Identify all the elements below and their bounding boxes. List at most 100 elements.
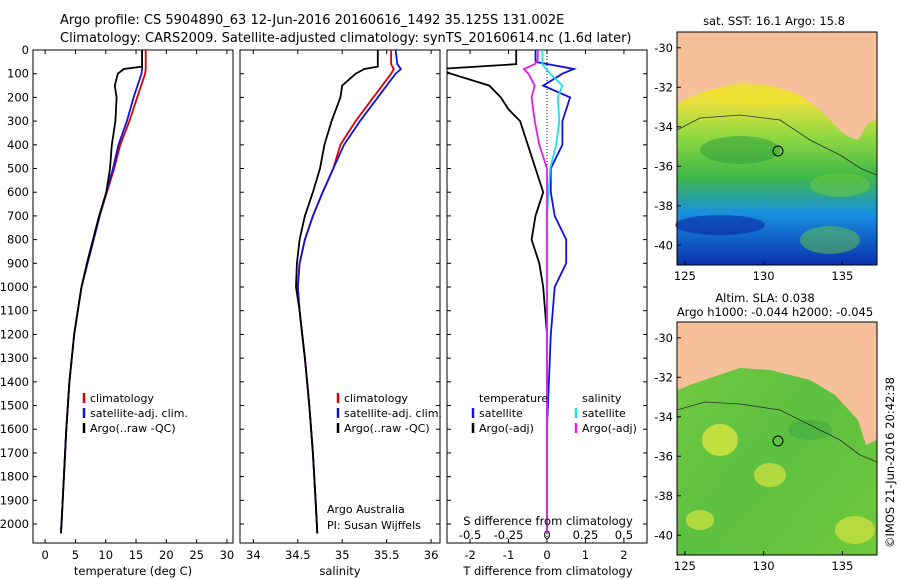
sst-land-mass <box>677 32 877 140</box>
x-tick-label: 15 <box>129 548 144 562</box>
depth-tick-label: 1900 <box>0 493 29 507</box>
x-tick-label: 20 <box>159 548 174 562</box>
legend-label: satellite-adj. clim. <box>344 407 442 420</box>
header-line1: Argo profile: CS 5904890_63 12-Jun-2016 … <box>60 13 564 28</box>
legend-label: Argo(-adj) <box>582 422 637 435</box>
difference-series <box>447 50 578 534</box>
x-tick-label: 0 <box>41 548 48 562</box>
difference-panel: -2 -1 0 1 2 -0.5 -0.25 0 0.25 0.5 S difference fr… <box>446 49 648 578</box>
depth-tick-label: 1400 <box>0 375 29 389</box>
depth-tick-label: 0 <box>22 43 29 57</box>
depth-tick-label: 800 <box>7 233 29 247</box>
sst-texture <box>675 85 870 254</box>
map-y-tick-label: -30 <box>654 331 673 345</box>
depth-tick-label: 500 <box>7 162 29 176</box>
legend-label: Argo(..raw -QC) <box>344 422 430 435</box>
map-y-tick-label: -38 <box>654 199 673 213</box>
map-y-tick-label: -30 <box>654 41 673 55</box>
depth-tick-label: 2000 <box>0 517 29 531</box>
map-y-tick-label: -38 <box>654 489 673 503</box>
sst-map-axes: 125 130 135 -30 -32 -34 -36 -38 -40 <box>654 41 853 283</box>
sla-patch <box>788 420 832 440</box>
s-difference-label: S difference from climatology <box>463 514 633 528</box>
difference-x-axis: -2 -1 0 1 2 -0.5 -0.25 0 0.25 0.5 <box>459 50 633 562</box>
map-x-tick-label: 130 <box>753 269 775 283</box>
map-y-tick-label: -32 <box>654 370 673 384</box>
sst-patch <box>810 173 870 197</box>
map-y-tick-label: -32 <box>654 80 673 94</box>
sla-map-axes: 125 130 135 -30 -32 -34 -36 -38 -40 <box>654 331 853 573</box>
legend-label: Argo(..raw -QC) <box>90 422 176 435</box>
map-y-tick-label: -40 <box>654 528 673 542</box>
depth-tick-label: 300 <box>7 114 29 128</box>
depth-tick-label: 600 <box>7 185 29 199</box>
imos-caption: ©IMOS 21-Jun-2016 20:42:38 <box>883 377 897 548</box>
sla-map-subtitle: Argo h1000: -0.044 h2000: -0.045 <box>677 305 873 319</box>
x-tick-label: 35 <box>335 548 350 562</box>
x-tick-label: 5 <box>72 548 79 562</box>
map-y-tick-label: -34 <box>654 410 673 424</box>
depth-tick-label: 100 <box>7 67 29 81</box>
salinity-legend: climatology satellite-adj. clim. Argo(..ra… <box>336 392 442 435</box>
legend-label: satellite-adj. clim. <box>90 407 188 420</box>
depth-tick-label: 1600 <box>0 422 29 436</box>
x-tick-label: -1 <box>503 548 514 562</box>
salinity-depth-ticks <box>240 49 440 525</box>
salinity-axes-frame <box>239 49 441 544</box>
sla-map-panel: Altim. SLA: 0.038 Argo h1000: -0.044 h20… <box>654 291 878 573</box>
x-tick-label: 0 <box>543 548 550 562</box>
depth-tick-label: 1000 <box>0 280 29 294</box>
series-line-climatology <box>60 50 147 534</box>
s-tick-label: 0 <box>543 528 550 542</box>
sla-land-mass <box>677 322 877 445</box>
x-tick-label: 2 <box>620 548 627 562</box>
depth-tick-label: 1500 <box>0 399 29 413</box>
t-difference-label: T difference from climatology <box>462 564 633 578</box>
sla-map-title: Altim. SLA: 0.038 <box>715 291 814 305</box>
legend-label: Argo(-adj) <box>479 422 534 435</box>
map-y-tick-label: -40 <box>654 238 673 252</box>
depth-tick-label: 700 <box>7 209 29 223</box>
map-y-tick-label: -36 <box>654 159 673 173</box>
x-tick-label: 1 <box>582 548 589 562</box>
sla-patch <box>754 463 786 487</box>
x-tick-label: -2 <box>464 548 475 562</box>
salinity-panel: 34 34.5 35 35.5 36 salinity climatology satel… <box>239 49 442 578</box>
series-line-argo-adj- <box>447 50 548 534</box>
s-tick-label: -0.25 <box>494 528 524 542</box>
sst-patch <box>675 215 765 235</box>
sla-argo-location-marker <box>772 435 784 447</box>
map-x-tick-label: 130 <box>753 559 775 573</box>
x-tick-label: 35.5 <box>374 548 400 562</box>
annotation-pi: PI: Susan Wijffels <box>327 519 421 532</box>
legend-label: climatology <box>90 392 154 405</box>
depth-axis: 0 100 200 300 400 500 600 700 800 900 1000 1100 1200… <box>0 43 37 531</box>
sst-argo-location-marker <box>772 145 784 157</box>
depth-tick-label: 1100 <box>0 304 29 318</box>
depth-tick-label: 1800 <box>0 470 29 484</box>
legend-label: satellite <box>582 407 626 420</box>
salinity-x-label: salinity <box>319 564 360 578</box>
series-line-satellite-adj-clim- <box>60 50 144 534</box>
x-tick-label: 10 <box>98 548 113 562</box>
sst-patch <box>700 136 780 164</box>
difference-depth-ticks <box>447 49 647 525</box>
series-line-argo-raw-qc- <box>295 50 379 534</box>
sla-contour-line <box>676 401 878 463</box>
sst-map-title: sat. SST: 16.1 Argo: 15.8 <box>703 14 845 28</box>
depth-tick-label: 200 <box>7 90 29 104</box>
depth-tick-label: 1300 <box>0 351 29 365</box>
map-x-tick-label: 135 <box>831 559 853 573</box>
series-line-argo-adj- <box>522 50 548 534</box>
salinity-series <box>295 50 403 534</box>
depth-tick-label: 1700 <box>0 446 29 460</box>
map-y-tick-label: -36 <box>654 449 673 463</box>
x-tick-label: 34.5 <box>285 548 311 562</box>
legend-label: climatology <box>344 392 408 405</box>
depth-tick-label: 900 <box>7 256 29 270</box>
sla-texture <box>686 420 875 544</box>
header-line2: Climatology: CARS2009. Satellite-adjuste… <box>60 31 632 46</box>
depth-tick-label: 1200 <box>0 327 29 341</box>
series-line-satellite <box>534 50 578 534</box>
x-tick-label: 30 <box>220 548 235 562</box>
